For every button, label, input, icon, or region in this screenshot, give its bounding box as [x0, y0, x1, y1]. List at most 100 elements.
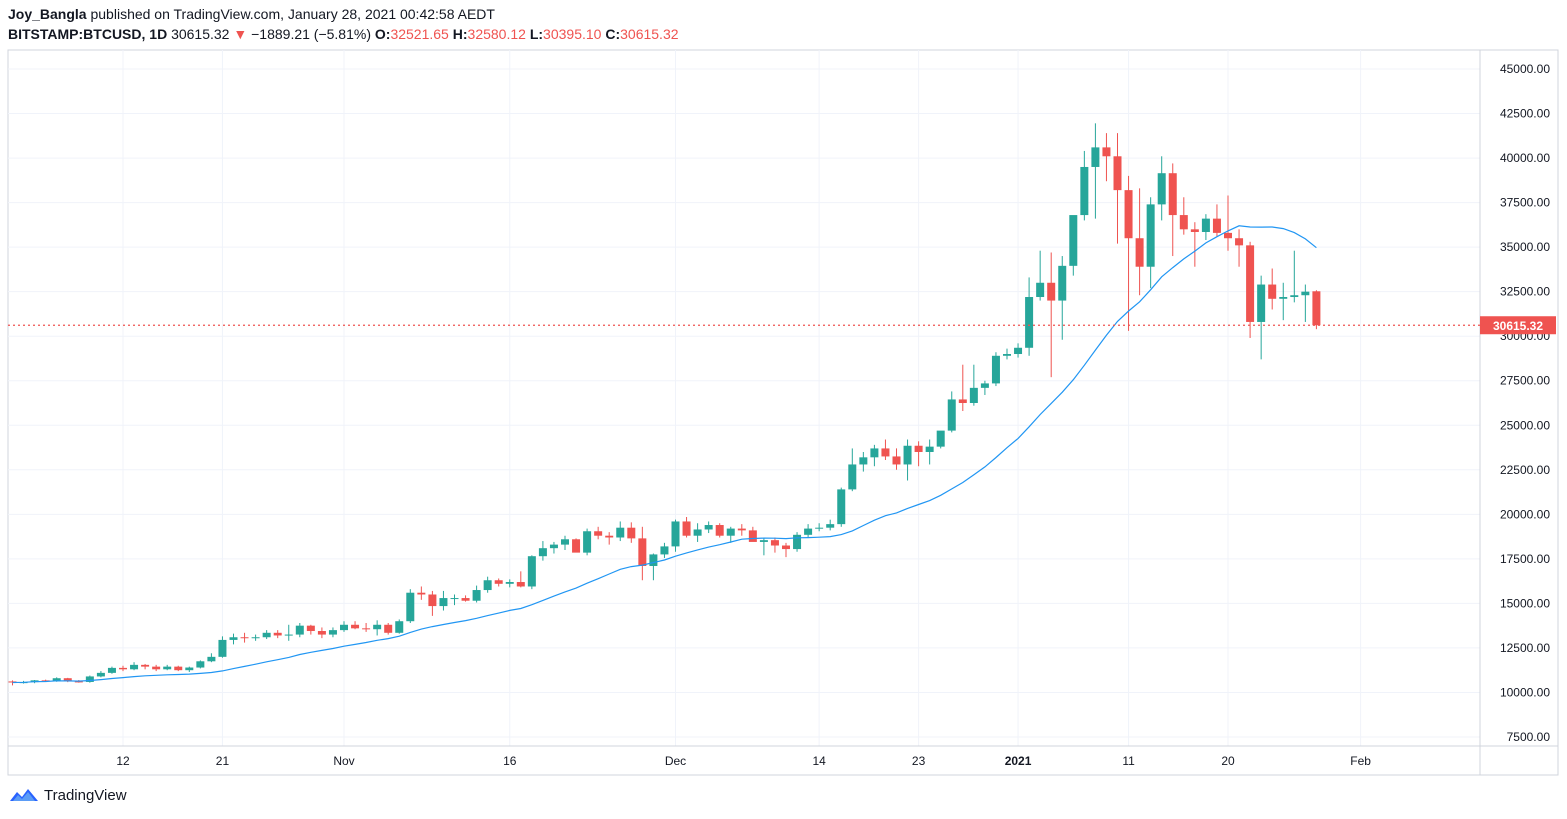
- candle-body[interactable]: [174, 666, 183, 671]
- candle-body[interactable]: [881, 448, 890, 457]
- candle-body[interactable]: [52, 678, 61, 681]
- candle-body[interactable]: [406, 592, 415, 622]
- candle-body[interactable]: [1301, 291, 1310, 296]
- candle-body[interactable]: [1091, 147, 1100, 167]
- candle-body[interactable]: [627, 527, 636, 539]
- candle-body[interactable]: [804, 528, 813, 535]
- candle-body[interactable]: [439, 598, 448, 607]
- candle-body[interactable]: [472, 590, 481, 601]
- candle-body[interactable]: [1058, 265, 1067, 301]
- candle-body[interactable]: [273, 632, 282, 636]
- candle-body[interactable]: [848, 464, 857, 490]
- candle-body[interactable]: [826, 524, 835, 528]
- candle-body[interactable]: [373, 624, 382, 630]
- candle-body[interactable]: [1157, 173, 1166, 205]
- candle-body[interactable]: [317, 631, 326, 635]
- candle-body[interactable]: [295, 625, 304, 635]
- candle-body[interactable]: [41, 680, 50, 682]
- candle-body[interactable]: [572, 539, 581, 553]
- candle-body[interactable]: [671, 521, 680, 547]
- candle-body[interactable]: [925, 446, 934, 452]
- candle-body[interactable]: [1290, 295, 1299, 298]
- candle-body[interactable]: [561, 539, 569, 545]
- candle-body[interactable]: [704, 525, 713, 530]
- candle-body[interactable]: [737, 528, 746, 531]
- candle-body[interactable]: [141, 664, 150, 667]
- candle-body[interactable]: [119, 667, 127, 670]
- candle-body[interactable]: [660, 546, 669, 555]
- candle-body[interactable]: [991, 355, 1000, 384]
- candle-body[interactable]: [229, 637, 238, 640]
- candle-body[interactable]: [726, 528, 735, 536]
- candle-body[interactable]: [1190, 229, 1199, 232]
- candle-body[interactable]: [527, 556, 536, 587]
- candle-body[interactable]: [1168, 173, 1177, 216]
- candle-body[interactable]: [262, 632, 271, 638]
- symbol-name[interactable]: BITSTAMP:BTCUSD, 1D: [8, 26, 168, 42]
- tradingview-logo[interactable]: TradingView: [8, 786, 127, 804]
- candle-body[interactable]: [351, 624, 360, 629]
- candle-body[interactable]: [428, 594, 437, 607]
- candle-body[interactable]: [1102, 147, 1111, 157]
- candle-body[interactable]: [1235, 238, 1244, 246]
- candle-body[interactable]: [1003, 354, 1011, 356]
- candle-body[interactable]: [1047, 282, 1056, 301]
- candle-body[interactable]: [693, 529, 702, 536]
- candle-body[interactable]: [1224, 232, 1232, 239]
- candle-body[interactable]: [417, 592, 426, 595]
- candle-body[interactable]: [306, 625, 315, 632]
- candle-body[interactable]: [859, 457, 868, 465]
- candle-body[interactable]: [1036, 282, 1045, 298]
- candle-body[interactable]: [594, 531, 603, 536]
- candle-body[interactable]: [395, 621, 404, 633]
- candle-body[interactable]: [185, 667, 194, 671]
- candle-body[interactable]: [748, 530, 757, 542]
- candle-body[interactable]: [649, 554, 658, 566]
- candle-body[interactable]: [251, 637, 260, 639]
- candle-body[interactable]: [538, 548, 547, 557]
- candle-body[interactable]: [163, 666, 172, 670]
- candle-body[interactable]: [947, 399, 956, 431]
- candle-body[interactable]: [892, 456, 901, 465]
- candle-body[interactable]: [549, 544, 558, 549]
- candle-body[interactable]: [1268, 284, 1277, 299]
- candle-body[interactable]: [450, 598, 459, 600]
- candle-body[interactable]: [1312, 291, 1321, 326]
- candle-body[interactable]: [85, 676, 94, 682]
- candle-body[interactable]: [1146, 204, 1155, 267]
- candle-body[interactable]: [903, 445, 912, 465]
- candle-body[interactable]: [207, 656, 216, 662]
- candle-body[interactable]: [815, 527, 824, 529]
- candle-body[interactable]: [1279, 297, 1288, 299]
- candle-body[interactable]: [605, 535, 614, 538]
- candle-body[interactable]: [494, 580, 503, 584]
- candle-body[interactable]: [837, 489, 846, 525]
- candle-body[interactable]: [218, 639, 227, 657]
- candle-body[interactable]: [1113, 156, 1122, 191]
- candle-body[interactable]: [384, 624, 393, 633]
- candle-body[interactable]: [1179, 215, 1188, 230]
- author-name[interactable]: Joy_Bangla: [8, 6, 87, 22]
- candle-body[interactable]: [516, 582, 525, 587]
- candle-body[interactable]: [1014, 347, 1023, 355]
- candle-body[interactable]: [583, 531, 592, 553]
- candle-body[interactable]: [770, 540, 779, 546]
- candle-body[interactable]: [1135, 238, 1144, 267]
- candle-body[interactable]: [1246, 245, 1255, 322]
- candle-body[interactable]: [362, 628, 371, 630]
- candle-body[interactable]: [483, 580, 492, 591]
- candle-body[interactable]: [505, 582, 514, 584]
- candle-body[interactable]: [152, 666, 161, 670]
- candle-body[interactable]: [340, 624, 348, 631]
- candle-body[interactable]: [1124, 190, 1133, 239]
- candle-body[interactable]: [461, 598, 470, 601]
- candle-body[interactable]: [74, 681, 83, 683]
- candle-body[interactable]: [240, 637, 249, 639]
- candle-body[interactable]: [793, 534, 802, 550]
- candle-body[interactable]: [969, 387, 978, 403]
- candle-body[interactable]: [1257, 284, 1266, 322]
- candle-body[interactable]: [682, 521, 691, 536]
- candle-body[interactable]: [96, 672, 105, 677]
- candle-body[interactable]: [980, 383, 989, 388]
- candle-body[interactable]: [328, 630, 337, 635]
